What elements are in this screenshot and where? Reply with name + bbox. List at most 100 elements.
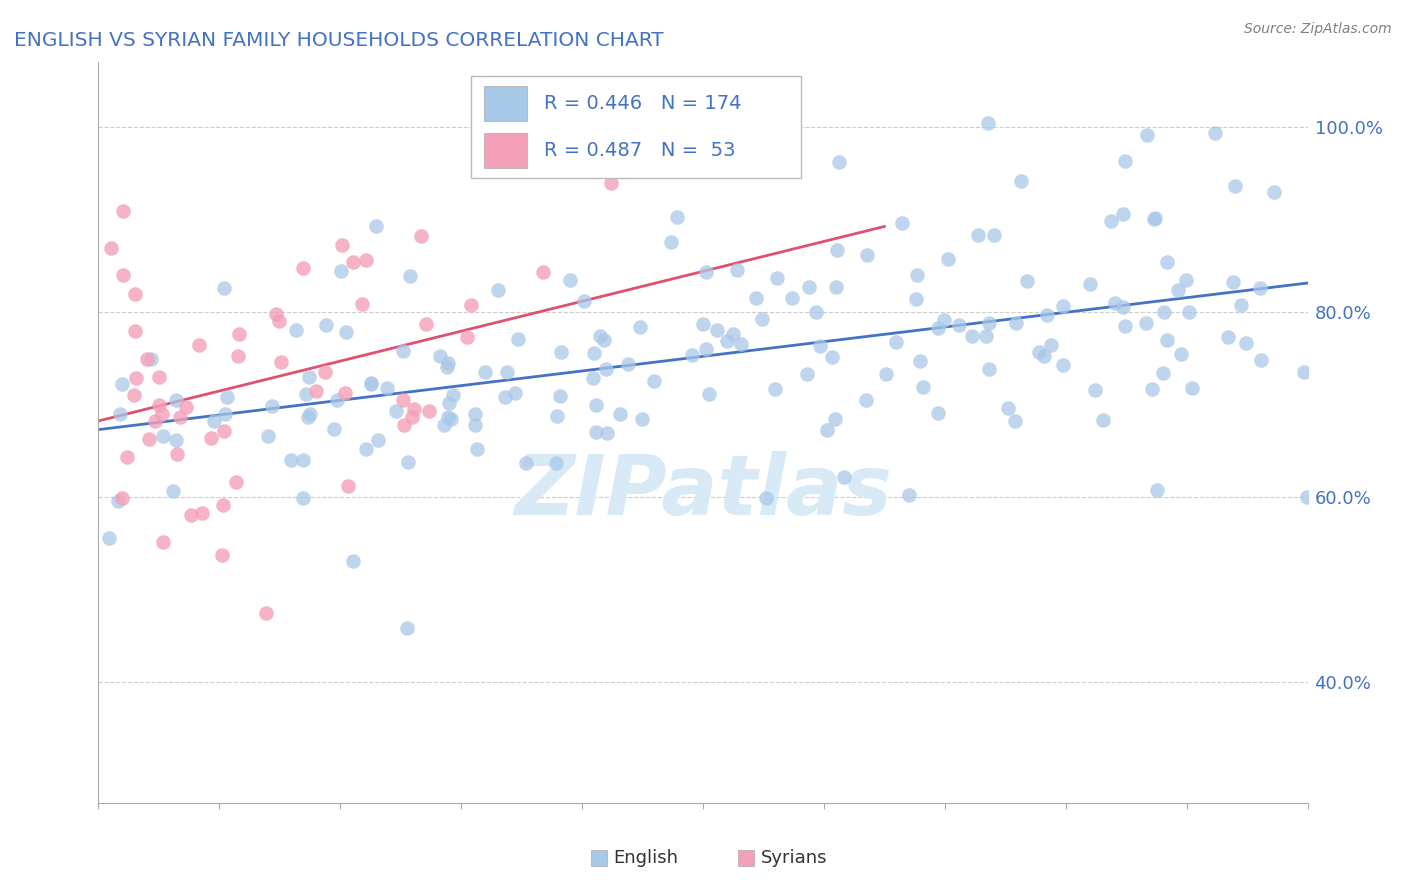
Point xyxy=(1178,305,1201,319)
Point xyxy=(927,321,949,335)
Point xyxy=(544,456,567,470)
Point xyxy=(1104,296,1126,310)
Point xyxy=(191,507,214,521)
Point xyxy=(291,491,314,505)
Point xyxy=(141,351,163,366)
Point xyxy=(1114,154,1136,169)
Point xyxy=(330,238,353,252)
Point xyxy=(585,398,607,412)
Point xyxy=(1229,298,1251,312)
Point xyxy=(1099,214,1122,228)
Point xyxy=(256,428,278,442)
Point xyxy=(143,414,166,428)
Point xyxy=(1052,358,1074,372)
Point xyxy=(377,381,399,395)
Point xyxy=(1175,273,1198,287)
Point xyxy=(264,307,287,321)
Point xyxy=(804,304,827,318)
Point xyxy=(815,424,838,438)
Point xyxy=(399,268,422,283)
Point xyxy=(875,367,897,381)
Point xyxy=(730,336,752,351)
Point xyxy=(1204,126,1226,140)
Point xyxy=(437,410,460,425)
Point xyxy=(547,409,569,423)
Point xyxy=(212,424,235,438)
Point xyxy=(592,333,614,347)
Point xyxy=(1156,333,1178,347)
Point xyxy=(723,326,745,341)
Point xyxy=(595,362,617,376)
Point xyxy=(960,328,983,343)
Point xyxy=(226,350,249,364)
Point xyxy=(681,348,703,362)
Point xyxy=(415,318,437,332)
Point xyxy=(911,379,934,393)
Point xyxy=(152,429,174,443)
Point xyxy=(342,554,364,568)
Point xyxy=(856,248,879,262)
Point xyxy=(630,412,652,426)
Point xyxy=(824,412,846,426)
Point xyxy=(124,286,146,301)
Point xyxy=(366,219,388,234)
Point xyxy=(1136,128,1159,143)
Point xyxy=(582,370,605,384)
Point xyxy=(165,392,187,407)
Point xyxy=(270,355,292,369)
Point xyxy=(297,409,319,424)
Point xyxy=(135,351,157,366)
Point xyxy=(295,387,318,401)
Point xyxy=(124,324,146,338)
Point xyxy=(122,387,145,401)
Point xyxy=(1111,300,1133,314)
Point xyxy=(1146,483,1168,498)
Point xyxy=(506,332,529,346)
Point xyxy=(354,442,377,457)
Point xyxy=(1292,365,1315,379)
Point xyxy=(977,116,1000,130)
Point xyxy=(456,329,478,343)
Point xyxy=(1170,347,1192,361)
Point xyxy=(997,401,1019,415)
Text: ZIPatlas: ZIPatlas xyxy=(515,451,891,533)
Point xyxy=(211,498,233,512)
Point xyxy=(148,398,170,412)
Point xyxy=(531,265,554,279)
Point xyxy=(437,356,460,370)
Point xyxy=(385,403,408,417)
Point xyxy=(1222,275,1244,289)
Text: Source: ZipAtlas.com: Source: ZipAtlas.com xyxy=(1244,22,1392,37)
Point xyxy=(354,252,377,267)
Point xyxy=(200,431,222,445)
Point xyxy=(666,210,689,224)
Point xyxy=(396,620,419,634)
Point xyxy=(174,400,197,414)
Point xyxy=(799,279,821,293)
Point xyxy=(550,345,572,359)
Point xyxy=(360,376,382,390)
Point xyxy=(890,216,912,230)
Point xyxy=(1152,366,1174,380)
Point xyxy=(352,297,374,311)
Point xyxy=(905,292,928,306)
Point xyxy=(165,433,187,447)
Point xyxy=(166,447,188,461)
Point xyxy=(100,240,122,255)
Point xyxy=(1078,277,1101,291)
Point xyxy=(323,422,346,436)
Point xyxy=(228,327,250,342)
Point xyxy=(110,377,132,392)
Point xyxy=(706,322,728,336)
Point xyxy=(585,425,607,439)
Point xyxy=(1167,283,1189,297)
Point xyxy=(460,298,482,312)
Point xyxy=(932,312,955,326)
Point xyxy=(440,412,463,426)
Point xyxy=(983,227,1005,242)
Point xyxy=(855,393,877,408)
Point xyxy=(225,475,247,490)
Point xyxy=(1084,383,1107,397)
Point xyxy=(188,338,211,352)
Point xyxy=(1250,353,1272,368)
